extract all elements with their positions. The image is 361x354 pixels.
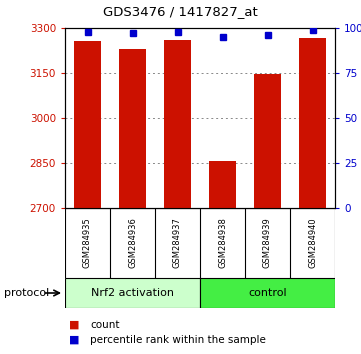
Bar xyxy=(200,278,335,308)
Text: GSM284939: GSM284939 xyxy=(263,218,272,268)
Bar xyxy=(209,161,236,208)
Text: count: count xyxy=(90,320,120,330)
Text: control: control xyxy=(248,288,287,298)
Text: GSM284937: GSM284937 xyxy=(173,218,182,268)
Bar xyxy=(299,39,326,208)
Bar xyxy=(164,40,191,208)
Text: ■: ■ xyxy=(69,320,79,330)
Text: Nrf2 activation: Nrf2 activation xyxy=(91,288,174,298)
Bar xyxy=(74,41,101,208)
Bar xyxy=(65,278,200,308)
Text: GSM284935: GSM284935 xyxy=(83,218,92,268)
Bar xyxy=(254,74,281,208)
Text: GDS3476 / 1417827_at: GDS3476 / 1417827_at xyxy=(103,6,258,18)
Text: percentile rank within the sample: percentile rank within the sample xyxy=(90,335,266,345)
Text: GSM284936: GSM284936 xyxy=(128,218,137,268)
Text: GSM284938: GSM284938 xyxy=(218,218,227,268)
Text: GSM284940: GSM284940 xyxy=(308,218,317,268)
Bar xyxy=(119,49,146,208)
Text: ■: ■ xyxy=(69,335,79,345)
Text: protocol: protocol xyxy=(4,288,49,298)
